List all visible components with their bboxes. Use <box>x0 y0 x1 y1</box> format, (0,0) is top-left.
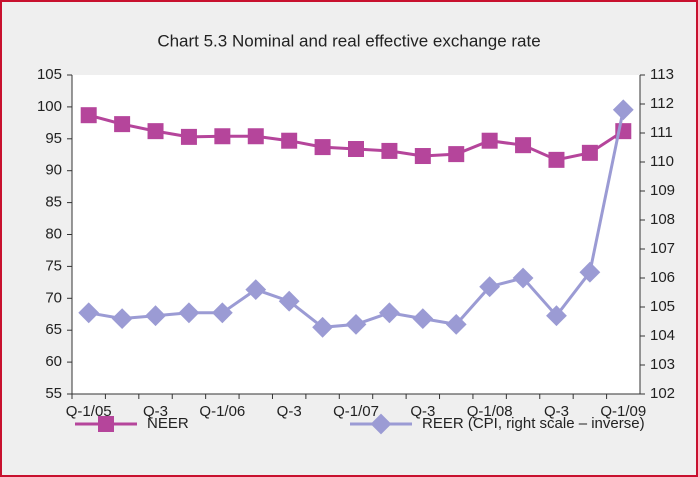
marker <box>80 107 97 124</box>
marker <box>348 141 364 158</box>
marker <box>180 128 197 145</box>
marker <box>211 302 233 324</box>
marker <box>145 305 166 327</box>
x-tick-label: Q-3 <box>544 403 569 420</box>
x-tick-label: Q-3 <box>143 403 168 420</box>
y-tick-label: 55 <box>45 385 62 402</box>
chart-title: Chart 5.3 Nominal and real effective exc… <box>157 31 540 50</box>
marker <box>479 276 501 298</box>
marker <box>370 413 392 435</box>
marker <box>481 132 498 149</box>
marker <box>448 146 465 163</box>
marker <box>414 148 431 165</box>
y2-tick-label: 105 <box>650 298 675 315</box>
y-tick-label: 65 <box>45 321 62 338</box>
marker <box>381 142 398 159</box>
marker <box>247 128 264 145</box>
x-tick-label: Q-3 <box>410 403 435 420</box>
y2-tick-label: 103 <box>650 356 675 373</box>
y-tick-label: 95 <box>45 130 62 147</box>
y-tick-label: 60 <box>45 353 62 370</box>
marker <box>314 139 331 156</box>
x-tick-label: Q-1/07 <box>333 403 379 420</box>
y2-tick-label: 110 <box>650 153 674 170</box>
y2-tick-label: 113 <box>650 66 674 83</box>
legend-label: NEER <box>147 415 189 432</box>
marker <box>111 308 133 329</box>
marker <box>178 302 200 324</box>
y-tick-label: 70 <box>45 289 62 306</box>
marker <box>114 116 131 133</box>
marker <box>546 305 567 327</box>
y2-tick-label: 108 <box>650 211 675 228</box>
marker <box>548 151 565 168</box>
y2-tick-label: 102 <box>650 385 675 402</box>
x-tick-label: Q-1/09 <box>600 403 646 420</box>
y2-tick-label: 106 <box>650 269 675 286</box>
y2-tick-label: 107 <box>650 240 675 257</box>
y2-tick-label: 111 <box>650 124 673 141</box>
marker <box>78 302 100 324</box>
marker <box>515 137 532 154</box>
marker <box>612 99 634 121</box>
y2-tick-label: 104 <box>650 327 675 344</box>
marker <box>312 316 333 338</box>
y-tick-label: 75 <box>45 257 62 274</box>
x-tick-label: Q-1/06 <box>199 403 245 420</box>
y-tick-label: 100 <box>37 98 62 115</box>
marker <box>345 314 367 335</box>
marker <box>214 128 231 145</box>
marker <box>512 267 534 289</box>
marker <box>445 314 467 335</box>
marker <box>98 416 114 432</box>
y2-tick-label: 112 <box>650 95 674 112</box>
marker <box>278 290 300 312</box>
y-tick-label: 85 <box>45 194 62 211</box>
y-tick-label: 105 <box>37 66 62 83</box>
marker <box>245 279 267 300</box>
marker <box>581 144 598 161</box>
y-tick-label: 90 <box>45 162 62 179</box>
plot-area <box>72 75 640 394</box>
y2-tick-label: 109 <box>650 182 675 199</box>
x-tick-label: Q-3 <box>277 403 302 420</box>
marker <box>579 261 601 283</box>
marker <box>281 132 298 149</box>
marker <box>147 123 164 140</box>
marker <box>379 302 400 324</box>
marker <box>412 308 434 329</box>
legend-label: REER (CPI, right scale – inverse) <box>422 415 645 432</box>
x-tick-label: Q-1/08 <box>467 403 513 420</box>
x-tick-label: Q-1/05 <box>66 403 112 420</box>
y-tick-label: 80 <box>45 225 62 242</box>
